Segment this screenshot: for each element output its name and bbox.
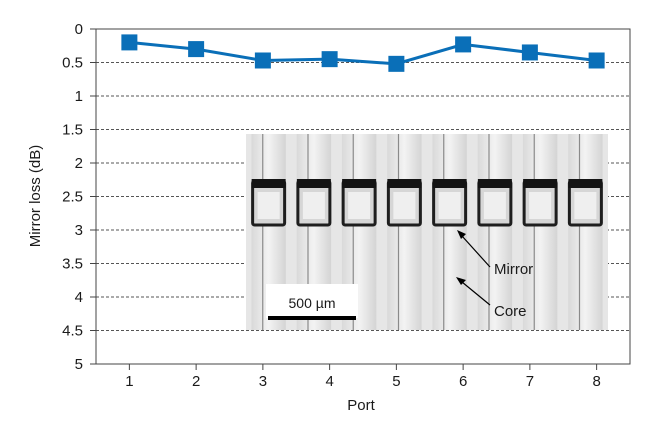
data-point-port-6 [455,36,472,53]
y-tick-label-3: 1.5 [62,122,83,139]
inset-mirror-cap-5 [432,179,467,188]
inset-mirror-cap-8 [568,179,603,188]
mirror-arrow-line [461,235,491,268]
inset-mirror-window-6 [483,192,506,219]
inset-mirror-cap-7 [523,179,558,188]
inset-mirror-window-4 [393,192,416,219]
x-axis-label: Port [347,397,375,414]
y-tick-label-5: 2.5 [62,189,83,206]
data-point-port-1 [121,34,138,51]
axes [90,28,631,370]
series-layer [121,34,605,72]
series-line-0 [129,40,597,66]
y-tick-label-0: 0 [75,21,83,38]
inset-mirror-window-7 [529,192,552,219]
y-tick-label-10: 5 [75,356,83,373]
y-tick-label-7: 3.5 [62,256,83,273]
micrograph-inset: 500 µm Mirror Core [246,134,608,330]
inset-mirror-window-3 [348,192,371,219]
inset-mirror-cap-1 [251,179,286,188]
x-tick-label-2: 3 [259,373,267,390]
inset-stripe-4 [387,134,422,330]
core-annotation: Core [494,303,527,320]
inset-mirror-cap-6 [477,179,512,188]
inset-mirror-window-5 [438,192,461,219]
inset-mirror-cap-3 [342,179,377,188]
x-tick-label-0: 1 [125,373,133,390]
y-tick-label-9: 4.5 [62,323,83,340]
mirror-arrow-head [457,230,466,239]
y-axis-label: Mirror loss (dB) [27,145,44,248]
inset-mirror-window-1 [257,192,280,219]
data-point-port-4 [321,51,338,68]
scale-bar [268,316,356,320]
y-tick-label-6: 3 [75,222,83,239]
scale-bar-box [266,284,358,318]
core-arrow-line [461,281,491,306]
inset-stripe-7 [522,134,558,330]
x-tick-label-4: 5 [392,373,400,390]
data-point-port-8 [588,52,605,69]
inset-mirror-cap-2 [296,179,331,188]
y-tick-label-4: 2 [75,155,83,172]
data-point-port-3 [254,52,271,69]
x-tick-label-1: 2 [192,373,200,390]
core-arrow-head [456,277,466,285]
inset-stripe-6 [477,134,513,330]
inset-mirror-window-2 [302,192,325,219]
x-tick-label-6: 7 [526,373,534,390]
inset-stripe-5 [432,134,467,330]
y-tick-label-2: 1 [75,88,83,105]
y-tick-label-1: 0.5 [62,55,83,72]
mirror-annotation: Mirror [494,261,533,278]
data-point-port-7 [521,44,538,61]
data-point-port-5 [388,55,405,72]
x-tick-label-3: 4 [325,373,333,390]
x-tick-label-5: 6 [459,373,467,390]
inset-mirror-cap-4 [387,179,422,188]
tick-labels: 0 0.5 1 1.5 2 2.5 3 3.5 4 4.5 5 1 2 3 4 5 6 7 8 [62,21,601,390]
scale-bar-label: 500 µm [289,295,336,311]
inset-mirror-window-8 [574,192,597,219]
inset-stripe-8 [568,134,603,330]
x-tick-label-7: 8 [592,373,600,390]
y-tick-label-8: 4 [75,289,83,306]
data-point-port-2 [188,41,205,58]
